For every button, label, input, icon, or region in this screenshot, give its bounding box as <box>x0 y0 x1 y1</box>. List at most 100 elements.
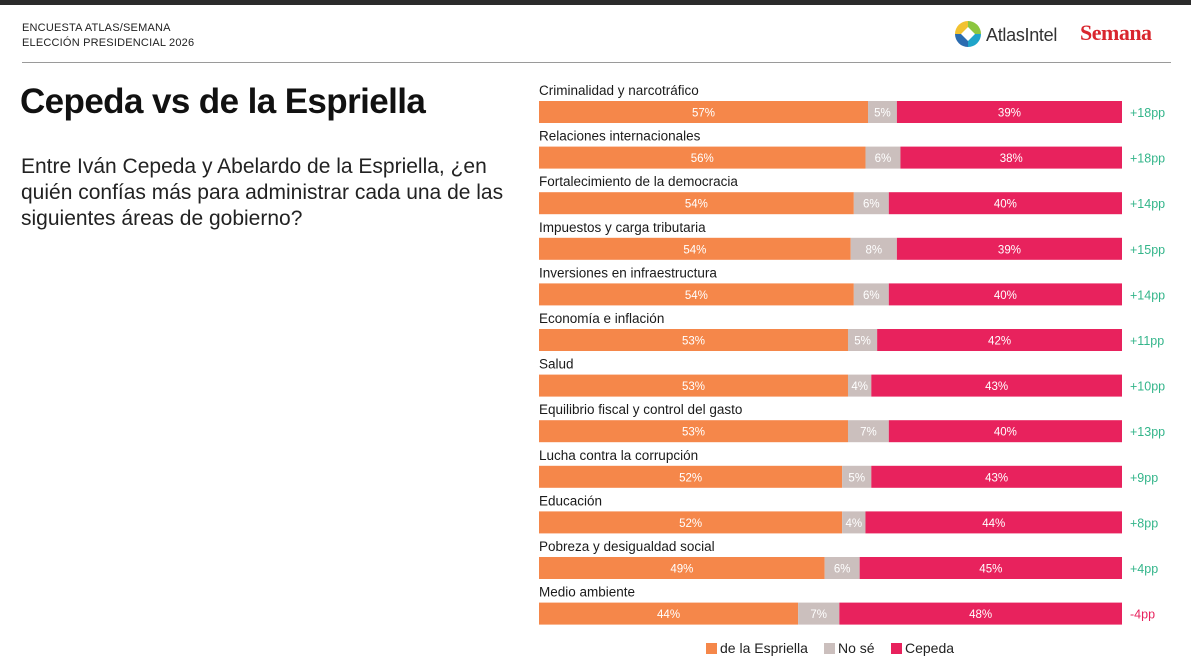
value-label-cepeda-pobreza-y-desigualdad-social: 45% <box>979 564 1002 576</box>
bar-cepeda-economia-e-inflacion <box>877 329 1122 351</box>
bar-no-se-impuestos-y-carga-tributaria <box>850 237 897 260</box>
legend-swatch-espriella <box>706 643 717 654</box>
bar-no-se-economia-e-inflacion <box>847 329 878 351</box>
difference-label-educacion: +8pp <box>1130 516 1158 530</box>
bar-no-se-salud <box>847 374 872 397</box>
bar-de-la-espriella-equilibrio-fiscal-y-control-del-gasto <box>539 420 848 443</box>
bar-no-se-pobreza-y-desigualdad-social <box>824 557 860 579</box>
bar-cepeda-fortalecimiento-de-la-democracia <box>888 192 1122 215</box>
bar-no-se-criminalidad-y-narcotrafico <box>868 101 897 123</box>
value-label-cepeda-educacion: 44% <box>982 518 1005 530</box>
difference-label-relaciones-internacionales: +18pp <box>1130 152 1165 166</box>
bar-cepeda-educacion <box>865 511 1122 534</box>
bar-cepeda-criminalidad-y-narcotrafico <box>896 101 1122 123</box>
atlasintel-logo-icon <box>955 21 981 47</box>
value-label-cepeda-equilibrio-fiscal-y-control-del-gasto: 40% <box>994 427 1017 439</box>
bar-no-se-equilibrio-fiscal-y-control-del-gasto <box>847 420 889 443</box>
category-label-impuestos-y-carga-tributaria: Impuestos y carga tributaria <box>539 220 706 235</box>
bar-de-la-espriella-lucha-contra-la-corrupcion <box>539 465 843 488</box>
difference-label-criminalidad-y-narcotrafico: +18pp <box>1130 106 1165 120</box>
category-label-relaciones-internacionales: Relaciones internacionales <box>539 129 701 144</box>
value-label-de-la-espriella-relaciones-internacionales: 56% <box>691 153 714 165</box>
category-label-salud: Salud <box>539 357 574 372</box>
category-label-educacion: Educación <box>539 493 602 508</box>
header-divider <box>22 62 1171 63</box>
bar-cepeda-lucha-contra-la-corrupcion <box>871 465 1122 488</box>
value-label-de-la-espriella-medio-ambiente: 44% <box>657 609 680 621</box>
value-label-de-la-espriella-criminalidad-y-narcotrafico: 57% <box>692 108 715 120</box>
category-label-fortalecimiento-de-la-democracia: Fortalecimiento de la democracia <box>539 174 738 189</box>
category-label-medio-ambiente: Medio ambiente <box>539 585 635 600</box>
bar-cepeda-medio-ambiente <box>839 602 1122 625</box>
legend-label-no-se: No sé <box>838 640 875 656</box>
page-title: Cepeda vs de la Espriella <box>20 82 426 121</box>
difference-label-medio-ambiente: -4pp <box>1130 608 1155 622</box>
value-label-no-se-relaciones-internacionales: 6% <box>875 153 892 165</box>
value-label-de-la-espriella-economia-e-inflacion: 53% <box>682 336 705 348</box>
bar-no-se-lucha-contra-la-corrupcion <box>842 465 872 488</box>
value-label-de-la-espriella-educacion: 52% <box>679 518 702 530</box>
bar-no-se-fortalecimiento-de-la-democracia <box>853 192 889 215</box>
survey-question: Entre Iván Cepeda y Abelardo de la Espri… <box>21 155 504 230</box>
value-label-no-se-impuestos-y-carga-tributaria: 8% <box>865 244 882 256</box>
bar-de-la-espriella-medio-ambiente <box>539 602 799 625</box>
value-label-de-la-espriella-equilibrio-fiscal-y-control-del-gasto: 53% <box>682 427 705 439</box>
value-label-no-se-pobreza-y-desigualdad-social: 6% <box>834 564 851 576</box>
category-label-inversiones-en-infraestructura: Inversiones en infraestructura <box>539 265 717 280</box>
bar-cepeda-pobreza-y-desigualdad-social <box>859 557 1122 579</box>
value-label-no-se-lucha-contra-la-corrupcion: 5% <box>848 472 865 484</box>
legend-label-cepeda: Cepeda <box>905 640 955 656</box>
bar-no-se-inversiones-en-infraestructura <box>853 283 889 306</box>
value-label-de-la-espriella-inversiones-en-infraestructura: 54% <box>685 290 708 302</box>
bar-no-se-educacion <box>842 511 866 534</box>
difference-label-lucha-contra-la-corrupcion: +9pp <box>1130 471 1158 485</box>
difference-label-pobreza-y-desigualdad-social: +4pp <box>1130 562 1158 576</box>
value-label-cepeda-fortalecimiento-de-la-democracia: 40% <box>994 199 1017 211</box>
value-label-cepeda-impuestos-y-carga-tributaria: 39% <box>998 244 1021 256</box>
bar-cepeda-salud <box>871 374 1122 397</box>
bar-de-la-espriella-criminalidad-y-narcotrafico <box>539 101 869 123</box>
value-label-de-la-espriella-fortalecimiento-de-la-democracia: 54% <box>685 199 708 211</box>
legend-swatch-no-se <box>824 643 835 654</box>
value-label-no-se-salud: 4% <box>851 381 868 393</box>
bar-de-la-espriella-economia-e-inflacion <box>539 329 848 351</box>
value-label-de-la-espriella-pobreza-y-desigualdad-social: 49% <box>670 564 693 576</box>
difference-label-salud: +10pp <box>1130 380 1165 394</box>
value-label-cepeda-salud: 43% <box>985 381 1008 393</box>
difference-label-equilibrio-fiscal-y-control-del-gasto: +13pp <box>1130 425 1165 439</box>
category-label-economia-e-inflacion: Economía e inflación <box>539 311 664 326</box>
bar-de-la-espriella-relaciones-internacionales <box>539 146 866 169</box>
value-label-no-se-medio-ambiente: 7% <box>810 609 827 621</box>
survey-label: ENCUESTA ATLAS/SEMANA <box>22 22 171 34</box>
bar-cepeda-inversiones-en-infraestructura <box>888 283 1122 306</box>
atlasintel-logo: AtlasIntel <box>954 20 1066 50</box>
value-label-de-la-espriella-impuestos-y-carga-tributaria: 54% <box>683 244 706 256</box>
value-label-cepeda-inversiones-en-infraestructura: 40% <box>994 290 1017 302</box>
semana-logo: Semana <box>1080 20 1152 45</box>
bar-de-la-espriella-impuestos-y-carga-tributaria <box>539 237 851 260</box>
top-rule <box>0 0 1191 5</box>
bar-cepeda-relaciones-internacionales <box>900 146 1122 169</box>
difference-label-fortalecimiento-de-la-democracia: +14pp <box>1130 197 1165 211</box>
atlasintel-logo-text: AtlasIntel <box>986 25 1058 45</box>
value-label-cepeda-economia-e-inflacion: 42% <box>988 336 1011 348</box>
legend-swatch-cepeda <box>891 643 902 654</box>
category-label-equilibrio-fiscal-y-control-del-gasto: Equilibrio fiscal y control del gasto <box>539 402 742 417</box>
difference-label-impuestos-y-carga-tributaria: +15pp <box>1130 243 1165 257</box>
bar-no-se-medio-ambiente <box>798 602 840 625</box>
value-label-de-la-espriella-lucha-contra-la-corrupcion: 52% <box>679 472 702 484</box>
value-label-no-se-fortalecimiento-de-la-democracia: 6% <box>863 199 880 211</box>
value-label-cepeda-medio-ambiente: 48% <box>969 609 992 621</box>
bar-de-la-espriella-educacion <box>539 511 843 534</box>
value-label-cepeda-criminalidad-y-narcotrafico: 39% <box>998 108 1021 120</box>
value-label-no-se-economia-e-inflacion: 5% <box>854 336 871 348</box>
value-label-de-la-espriella-salud: 53% <box>682 381 705 393</box>
bar-de-la-espriella-fortalecimiento-de-la-democracia <box>539 192 854 215</box>
category-label-criminalidad-y-narcotrafico: Criminalidad y narcotráfico <box>539 83 699 98</box>
legend-label-espriella: de la Espriella <box>720 640 808 656</box>
difference-label-inversiones-en-infraestructura: +14pp <box>1130 288 1165 302</box>
bar-de-la-espriella-inversiones-en-infraestructura <box>539 283 854 306</box>
value-label-no-se-equilibrio-fiscal-y-control-del-gasto: 7% <box>860 427 877 439</box>
bar-cepeda-impuestos-y-carga-tributaria <box>896 237 1122 260</box>
